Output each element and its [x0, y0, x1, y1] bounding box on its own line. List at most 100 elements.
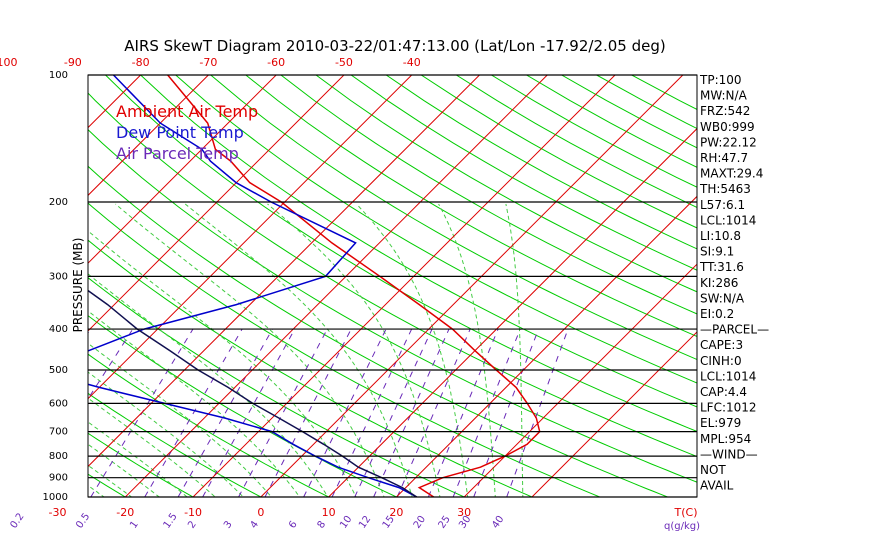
- mixing-ratio-line: [177, 328, 273, 497]
- mixing-ratio-line: [373, 328, 450, 497]
- bottom-temp-tick: 10: [322, 506, 336, 519]
- index-label: FRZ:542: [700, 104, 750, 118]
- mixing-ratio-label: 25: [437, 514, 453, 531]
- moist-adiabat: [438, 203, 496, 497]
- index-label: CAP:4.4: [700, 385, 747, 399]
- top-temp-tick: -60: [267, 56, 285, 69]
- isotherm: [192, 75, 616, 497]
- dry-adiabat: [105, 75, 697, 432]
- parcel-temp-line: [88, 289, 418, 497]
- mixing-ratio-label: 2: [186, 519, 199, 531]
- index-label: MW:N/A: [700, 89, 748, 103]
- y-tick-label: 300: [49, 271, 68, 282]
- isotherm: [260, 75, 684, 497]
- index-label: LCL:1014: [700, 369, 756, 383]
- y-tick-label: 200: [49, 197, 68, 208]
- mixing-ratio-label: 10: [338, 514, 354, 531]
- index-label: EL:979: [700, 416, 741, 430]
- index-label: TT:31.6: [699, 260, 744, 274]
- isotherm: [328, 127, 697, 497]
- mixing-ratio-label: 8: [316, 519, 329, 531]
- mixing-ratio-label: 40: [490, 514, 506, 531]
- bottom-temp-tick: 0: [257, 506, 264, 519]
- isotherm: [88, 75, 209, 197]
- dry-adiabat: [88, 432, 194, 497]
- moist-adiabat: [88, 273, 329, 497]
- dry-adiabat: [210, 75, 697, 361]
- isotherm: [396, 195, 697, 497]
- isotherm: [463, 263, 697, 497]
- index-label: LCL:1014: [700, 213, 756, 227]
- mixing-ratio-label: 0.5: [74, 511, 92, 530]
- bottom-temp-tick: 30: [457, 506, 471, 519]
- top-temp-tick: -90: [64, 56, 82, 69]
- index-label: CINH:0: [700, 354, 742, 368]
- mixing-ratio-line: [264, 328, 352, 497]
- dry-adiabat: [385, 75, 697, 250]
- bottom-temp-tick: -10: [184, 506, 202, 519]
- index-label: KI:286: [700, 276, 738, 290]
- index-label: NOT: [700, 463, 726, 477]
- isotherm: [124, 75, 548, 497]
- y-tick-label: 600: [49, 398, 68, 409]
- mixing-ratio-line: [331, 328, 413, 497]
- index-label: PW:22.12: [700, 135, 757, 149]
- moist-adiabat: [88, 464, 133, 497]
- bottom-temp-tick: -20: [116, 506, 134, 519]
- moist-adiabat: [115, 203, 385, 497]
- isotherm: [531, 331, 697, 497]
- y-tick-label: 1000: [43, 492, 68, 503]
- index-label: WB0:999: [700, 120, 755, 134]
- index-label: EI:0.2: [700, 307, 734, 321]
- legend-parcel: Air Parcel Temp: [116, 144, 239, 163]
- top-temp-tick: -100: [0, 56, 18, 69]
- y-tick-label: 700: [49, 427, 68, 438]
- mixing-ratio-label: 6: [287, 519, 300, 531]
- index-label: MPL:954: [700, 432, 751, 446]
- y-tick-label: 100: [49, 70, 68, 81]
- dry-adiabat: [88, 353, 329, 497]
- y-tick-label: 400: [49, 324, 68, 335]
- dry-adiabat: [350, 75, 697, 271]
- bottom-temp-tick: -30: [49, 506, 67, 519]
- dry-adiabat: [88, 392, 262, 497]
- index-label: L57:6.1: [700, 198, 745, 212]
- plot-area: [88, 75, 697, 497]
- mixing-ratio-label: 1.5: [162, 511, 180, 530]
- dewpoint-line: [88, 75, 418, 497]
- mixing-ratio-label: 0.2: [8, 511, 26, 530]
- mixing-ratio-line: [473, 328, 540, 497]
- mixing-ratio-line: [354, 328, 433, 497]
- mixing-ratio-line: [238, 328, 328, 497]
- legend-ambient: Ambient Air Temp: [116, 102, 258, 121]
- top-temp-tick: -70: [199, 56, 217, 69]
- dry-adiabat: [245, 75, 697, 337]
- mixing-ratio-label: 4: [248, 519, 261, 531]
- index-label: —WIND—: [700, 447, 758, 461]
- chart-title: AIRS SkewT Diagram 2010-03-22/01:47:13.0…: [124, 37, 665, 55]
- top-temp-tick: -40: [403, 56, 421, 69]
- legend-dewpoint: Dew Point Temp: [116, 123, 244, 142]
- top-temp-tick: -80: [132, 56, 150, 69]
- mixing-ratio-line: [144, 328, 243, 497]
- dry-adiabat: [140, 75, 697, 408]
- mixing-ratio-unit: q(g/kg): [664, 521, 700, 532]
- moist-adiabat: [88, 342, 273, 497]
- dry-adiabat: [88, 315, 397, 497]
- dry-adiabat: [491, 75, 697, 188]
- index-label: LI:10.8: [700, 229, 741, 243]
- moist-adiabat: [88, 371, 244, 497]
- y-tick-label: 500: [49, 365, 68, 376]
- mixing-ratio-label: 12: [357, 514, 373, 531]
- dry-adiabat: [88, 202, 600, 497]
- y-tick-label: 800: [49, 451, 68, 462]
- mixing-ratio-label: 20: [412, 514, 428, 531]
- mixing-ratio-line: [88, 328, 91, 334]
- moist-adiabat: [88, 230, 357, 497]
- mixing-ratio-line: [202, 328, 296, 497]
- dry-adiabat: [526, 75, 697, 168]
- bottom-temp-tick: 20: [389, 506, 403, 519]
- mixing-ratio-label: 1: [128, 519, 141, 531]
- top-temp-tick: -50: [335, 56, 353, 69]
- moist-adiabat: [184, 203, 413, 497]
